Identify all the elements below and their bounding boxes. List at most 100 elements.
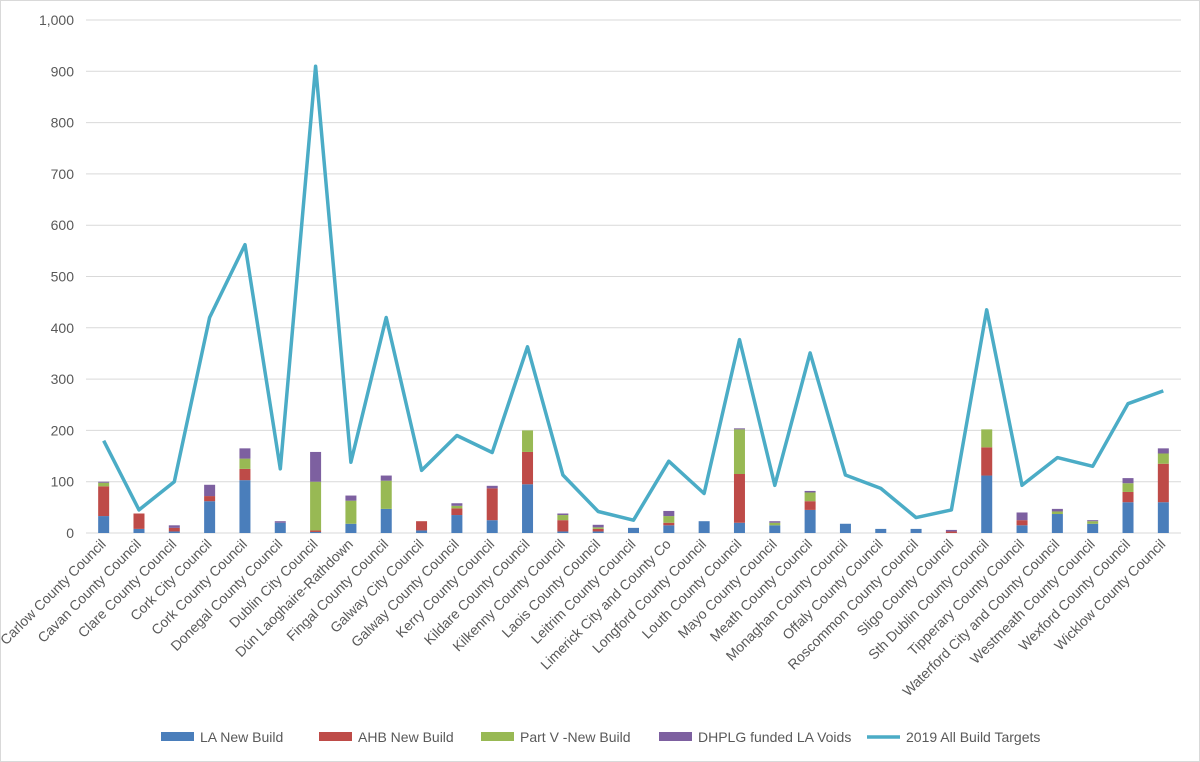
bar-segment (522, 451, 534, 485)
bar-segment (1122, 491, 1134, 503)
bar-segment (310, 481, 322, 531)
bar-segment (557, 515, 569, 521)
bar-segment (1157, 453, 1169, 464)
bar-segment (733, 474, 745, 523)
y-axis-ticks: 0 100 200 300 400 500 600 700 800 900 1,000 (39, 12, 74, 541)
bar-segment (98, 482, 110, 487)
bar-segment (416, 530, 428, 533)
bar-segment (839, 523, 851, 533)
bar-segment (1157, 463, 1169, 503)
bar-segment (981, 429, 993, 448)
bar-segment (310, 531, 322, 533)
bar-segment (875, 528, 887, 533)
bar-segment (1087, 520, 1099, 522)
legend-swatch (659, 732, 692, 741)
legend-label: DHPLG funded LA Voids (698, 729, 851, 745)
bar-segment (945, 529, 957, 532)
bar-segment (239, 468, 251, 481)
bar-segment (769, 525, 781, 533)
bar-segment (168, 525, 180, 528)
bar-segment (522, 484, 534, 533)
bar-segment (1157, 502, 1169, 533)
bar-segment (345, 500, 357, 524)
bar-segment (1051, 508, 1063, 512)
bar-segment (945, 531, 957, 533)
y-tick-label: 400 (51, 320, 75, 336)
bar-segment (310, 530, 322, 532)
bar-segment (345, 495, 357, 501)
bar-segment (451, 508, 463, 516)
legend-swatch (319, 732, 352, 741)
bar-segment (486, 485, 498, 489)
bar-segment (486, 488, 498, 521)
bar-segment (910, 528, 922, 533)
bar-segment (804, 509, 816, 533)
y-tick-label: 200 (51, 422, 75, 438)
bar-segment (733, 429, 745, 475)
legend-label: AHB New Build (358, 729, 454, 745)
bar-segment (204, 484, 216, 497)
bar-segment (769, 521, 781, 523)
bar-segment (981, 475, 993, 533)
bar-segment (239, 458, 251, 469)
bar-segment (804, 492, 816, 502)
bar-segment (451, 503, 463, 506)
bar-segment (557, 520, 569, 532)
y-tick-label: 900 (51, 63, 75, 79)
bar-segment (1087, 521, 1099, 524)
bar-segment (1122, 478, 1134, 484)
bar-segment (698, 521, 710, 533)
bar-segment (557, 513, 569, 516)
bar-segment (1157, 448, 1169, 454)
bar-segment (380, 480, 392, 509)
bar-segment (663, 510, 675, 517)
bars (98, 428, 1169, 533)
bar-segment (1122, 483, 1134, 492)
legend-label: 2019 All Build Targets (906, 729, 1040, 745)
bar-segment (133, 513, 145, 529)
bar-segment (1122, 502, 1134, 533)
target-line (102, 64, 1164, 522)
bar-segment (733, 522, 745, 533)
bar-segment (592, 527, 604, 529)
bar-segment (133, 528, 145, 533)
bar-segment (1016, 512, 1028, 521)
bar-segment (168, 531, 180, 533)
bar-segment (663, 522, 675, 526)
bar-segment (204, 501, 216, 533)
bar-segment (274, 522, 286, 533)
bar-segment (1016, 520, 1028, 526)
y-tick-label: 600 (51, 217, 75, 233)
bar-segment (168, 527, 180, 532)
legend: LA New Build AHB New Build Part V -New Bui… (161, 729, 1040, 745)
y-tick-label: 100 (51, 474, 75, 490)
legend-swatch (481, 732, 514, 741)
bar-segment (345, 523, 357, 533)
bar-segment (204, 496, 216, 502)
bar-segment (98, 516, 110, 533)
bar-segment (981, 447, 993, 476)
bar-segment (451, 515, 463, 533)
gridlines (86, 19, 1181, 534)
y-tick-label: 500 (51, 269, 75, 285)
bar-segment (98, 486, 110, 517)
bar-segment (663, 516, 675, 523)
bar-segment (663, 525, 675, 533)
y-tick-label: 800 (51, 115, 75, 131)
y-tick-label: 700 (51, 166, 75, 182)
bar-segment (451, 505, 463, 509)
y-tick-label: 1,000 (39, 12, 74, 28)
bar-segment (380, 508, 392, 533)
bar-segment (1051, 511, 1063, 515)
bar-segment (592, 531, 604, 533)
bar-segment (592, 528, 604, 532)
bar-segment (769, 522, 781, 526)
bar-segment (274, 521, 286, 523)
bar-segment (239, 448, 251, 459)
bar-segment (522, 430, 534, 452)
bar-segment (486, 520, 498, 533)
bar-segment (1051, 514, 1063, 533)
